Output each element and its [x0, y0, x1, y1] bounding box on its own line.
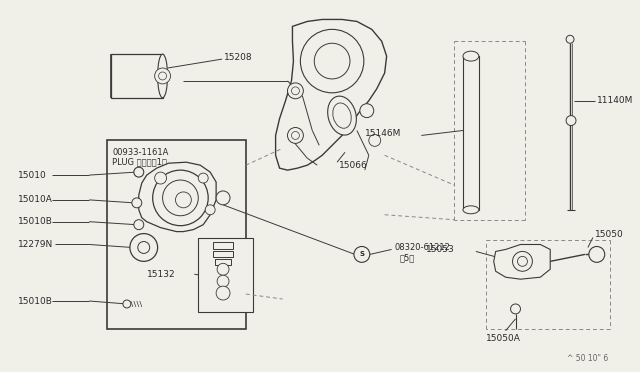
Circle shape	[589, 247, 605, 262]
Polygon shape	[139, 162, 216, 232]
Circle shape	[155, 172, 166, 184]
Text: 15010B: 15010B	[18, 296, 52, 305]
Ellipse shape	[463, 206, 479, 214]
Bar	[463, 56, 479, 210]
Circle shape	[153, 170, 208, 226]
Polygon shape	[276, 19, 387, 170]
Circle shape	[369, 134, 381, 146]
Circle shape	[566, 116, 576, 125]
Text: 15050A: 15050A	[486, 334, 521, 343]
Text: 12279N: 12279N	[18, 240, 53, 249]
Circle shape	[198, 173, 208, 183]
Bar	[107, 140, 246, 329]
Text: 15050: 15050	[595, 230, 623, 239]
Circle shape	[134, 167, 144, 177]
Text: 00933-1161A: 00933-1161A	[112, 148, 168, 157]
Text: 08320-61212: 08320-61212	[395, 243, 451, 252]
Text: PLUG プラグ（1）: PLUG プラグ（1）	[112, 158, 167, 167]
Circle shape	[354, 247, 370, 262]
Circle shape	[134, 220, 144, 230]
Circle shape	[511, 304, 520, 314]
Circle shape	[287, 83, 303, 99]
Text: 15053: 15053	[426, 245, 455, 254]
Circle shape	[175, 192, 191, 208]
Ellipse shape	[463, 51, 479, 61]
Text: 15146M: 15146M	[365, 129, 401, 138]
Circle shape	[314, 43, 350, 79]
Circle shape	[216, 191, 230, 205]
Circle shape	[205, 205, 215, 215]
Bar	[111, 54, 163, 98]
Circle shape	[123, 300, 131, 308]
Circle shape	[132, 198, 142, 208]
Circle shape	[513, 251, 532, 271]
Text: ^ 50 10" 6: ^ 50 10" 6	[567, 354, 609, 363]
Circle shape	[217, 275, 229, 287]
Circle shape	[291, 131, 300, 140]
Text: （5）: （5）	[399, 253, 415, 262]
Text: 15010B: 15010B	[18, 217, 52, 226]
Bar	[213, 251, 233, 257]
Circle shape	[518, 256, 527, 266]
Circle shape	[138, 241, 150, 253]
Text: 11140M: 11140M	[597, 96, 633, 105]
Ellipse shape	[328, 96, 356, 135]
Circle shape	[216, 286, 230, 300]
Bar	[215, 259, 231, 265]
Text: 15132: 15132	[147, 270, 175, 279]
Ellipse shape	[333, 103, 351, 128]
Text: 15066: 15066	[339, 161, 368, 170]
Polygon shape	[493, 244, 550, 279]
Text: 15010A: 15010A	[18, 195, 52, 204]
Text: S: S	[359, 251, 364, 257]
Text: 15010: 15010	[18, 171, 47, 180]
Circle shape	[155, 68, 170, 84]
Circle shape	[217, 263, 229, 275]
Circle shape	[566, 35, 574, 43]
Text: 15208: 15208	[224, 52, 253, 62]
Circle shape	[300, 29, 364, 93]
Circle shape	[360, 104, 374, 118]
Bar	[213, 241, 233, 250]
Ellipse shape	[157, 54, 168, 98]
Circle shape	[291, 87, 300, 95]
Circle shape	[163, 180, 198, 216]
Circle shape	[159, 72, 166, 80]
Circle shape	[287, 128, 303, 143]
Bar	[198, 238, 253, 312]
Circle shape	[130, 234, 157, 262]
